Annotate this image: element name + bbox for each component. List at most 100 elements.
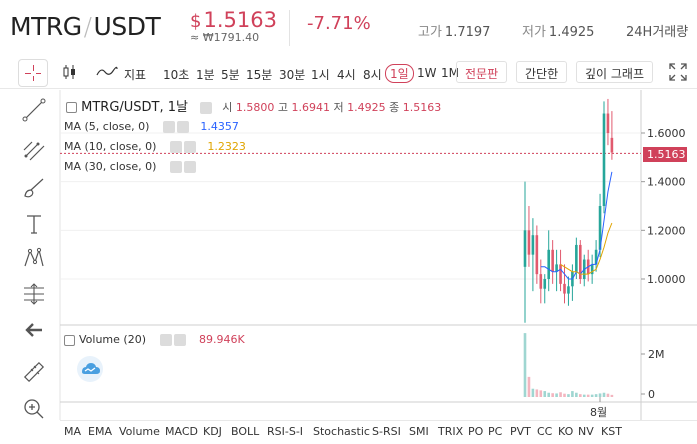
view-tab-1[interactable]: 간단한 bbox=[516, 61, 568, 83]
volume-bar bbox=[555, 393, 558, 397]
y-tick-label: 1.2000 bbox=[647, 224, 686, 237]
ma30-legend: MA (30, close, 0) bbox=[64, 160, 196, 173]
trendline-icon[interactable] bbox=[22, 98, 46, 122]
close-icon[interactable] bbox=[173, 334, 186, 346]
indicator-ema[interactable]: EMA bbox=[88, 425, 112, 438]
volume-bar bbox=[571, 391, 574, 397]
price-block: $1.5163 ≈ ₩1791.40 bbox=[190, 8, 277, 44]
view-tab-0[interactable]: 전문판 bbox=[456, 61, 508, 83]
view-tab-2[interactable]: 깊이 그래프 bbox=[576, 61, 654, 83]
interval-9[interactable]: 1W bbox=[417, 66, 437, 80]
candle-body bbox=[535, 235, 539, 275]
measure-icon[interactable] bbox=[22, 282, 46, 306]
indicator-s-rsi[interactable]: S-RSI bbox=[372, 425, 401, 438]
candle-body bbox=[575, 244, 578, 272]
volume-bar bbox=[531, 388, 535, 397]
ohlc-values: 시 1.5800 고 1.6941 저 1.4925 종 1.5163 bbox=[222, 101, 442, 114]
volume-bar bbox=[563, 393, 566, 397]
volume-bar bbox=[602, 392, 606, 397]
indicator-boll[interactable]: BOLL bbox=[231, 425, 260, 438]
indicator-volume[interactable]: Volume bbox=[119, 425, 160, 438]
volume-bar bbox=[567, 394, 570, 397]
settings-icon[interactable] bbox=[162, 121, 175, 133]
indicator-pc[interactable]: PC bbox=[488, 425, 503, 438]
text-icon[interactable] bbox=[22, 212, 46, 236]
candle-body bbox=[551, 249, 554, 272]
candle-type-icon[interactable] bbox=[62, 63, 78, 81]
fullscreen-icon[interactable] bbox=[668, 62, 688, 82]
collapse-icon[interactable] bbox=[64, 334, 75, 346]
candle-body bbox=[610, 137, 614, 153]
indicator-macd[interactable]: MACD bbox=[165, 425, 198, 438]
pair-base: MTRG bbox=[10, 12, 82, 41]
interval-5[interactable]: 1시 bbox=[311, 68, 330, 82]
zoom-icon[interactable] bbox=[22, 397, 46, 421]
krw-price: ≈ ₩1791.40 bbox=[190, 31, 260, 44]
volume-bar bbox=[590, 394, 594, 397]
volume-bar bbox=[575, 392, 578, 397]
close-icon[interactable] bbox=[183, 161, 196, 173]
pair-name: MTRG/USDT bbox=[10, 12, 161, 41]
indicator-trix[interactable]: TRIX bbox=[438, 425, 464, 438]
interval-0[interactable]: 10초 bbox=[163, 68, 190, 82]
settings-icon[interactable] bbox=[200, 101, 213, 114]
volume-bar bbox=[606, 393, 610, 397]
indicator-button[interactable]: 지표 bbox=[124, 68, 147, 82]
indicator-cc[interactable]: CC bbox=[537, 425, 553, 438]
volume-tick-label: 2M bbox=[648, 348, 665, 361]
y-tick-label: 1.0000 bbox=[647, 273, 686, 286]
close-icon[interactable] bbox=[183, 141, 196, 153]
interval-10[interactable]: 1M bbox=[441, 66, 459, 80]
high-stat: 고가 1.7197 bbox=[418, 25, 491, 40]
line-chart-icon[interactable] bbox=[96, 66, 118, 78]
settings-icon[interactable] bbox=[159, 334, 172, 346]
chart-toolbar: 지표 10초 1분 5분 15분 30분 1시 4시 8시 1일 1W 1M 전문판 간단한 깊이 그래… bbox=[0, 57, 697, 89]
volume-bar bbox=[539, 390, 543, 397]
current-price-tag: 1.5163 bbox=[643, 147, 687, 162]
volume-bar bbox=[610, 394, 614, 397]
interval-1[interactable]: 1분 bbox=[196, 68, 215, 82]
indicator-nv[interactable]: NV bbox=[578, 425, 594, 438]
low-stat: 저가 1.4925 bbox=[522, 25, 595, 40]
interval-8[interactable]: 1일 bbox=[385, 64, 414, 83]
candle-body bbox=[543, 279, 547, 289]
indicator-ko[interactable]: KO bbox=[558, 425, 574, 438]
collapse-icon[interactable] bbox=[66, 102, 77, 113]
interval-6[interactable]: 4시 bbox=[337, 68, 356, 82]
volume-bar bbox=[582, 394, 586, 397]
candle-body bbox=[590, 264, 594, 275]
candle-body bbox=[523, 230, 527, 267]
candle-body bbox=[527, 230, 531, 255]
volume-bar bbox=[586, 394, 590, 397]
interval-3[interactable]: 15분 bbox=[246, 68, 273, 82]
indicator-po[interactable]: PO bbox=[468, 425, 484, 438]
indicator-kst[interactable]: KST bbox=[601, 425, 622, 438]
ma5-legend: MA (5, close, 0) 1.4357 bbox=[64, 120, 239, 133]
ma10-legend: MA (10, close, 0) 1.2323 bbox=[64, 140, 246, 153]
interval-4[interactable]: 30분 bbox=[279, 68, 306, 82]
last-price: $1.5163 bbox=[190, 8, 277, 32]
interval-7[interactable]: 8시 bbox=[363, 68, 382, 82]
y-tick-label: 1.4000 bbox=[647, 176, 686, 189]
close-icon[interactable] bbox=[176, 121, 189, 133]
indicator-stochastic[interactable]: Stochastic bbox=[313, 425, 370, 438]
indicator-smi[interactable]: SMI bbox=[409, 425, 429, 438]
fib-icon[interactable] bbox=[22, 138, 46, 162]
interval-2[interactable]: 5분 bbox=[221, 68, 240, 82]
indicator-pvt[interactable]: PVT bbox=[510, 425, 531, 438]
crosshair-button[interactable] bbox=[18, 59, 48, 87]
indicator-ma[interactable]: MA bbox=[64, 425, 82, 438]
ma10-line bbox=[560, 222, 613, 275]
indicator-kdj[interactable]: KDJ bbox=[203, 425, 222, 438]
back-arrow-icon[interactable] bbox=[22, 318, 46, 342]
y-tick-label: 1.6000 bbox=[647, 127, 686, 140]
ruler-icon[interactable] bbox=[22, 360, 46, 384]
settings-icon[interactable] bbox=[169, 161, 182, 173]
indicator-bar: MA EMA Volume MACD KDJ BOLL RSI-S-I Stochastic S… bbox=[60, 420, 697, 444]
indicator-rsi-s-i[interactable]: RSI-S-I bbox=[267, 425, 304, 438]
pattern-icon[interactable] bbox=[22, 246, 46, 270]
settings-icon[interactable] bbox=[169, 141, 182, 153]
candle-body bbox=[598, 206, 602, 250]
brush-icon[interactable] bbox=[22, 176, 46, 200]
